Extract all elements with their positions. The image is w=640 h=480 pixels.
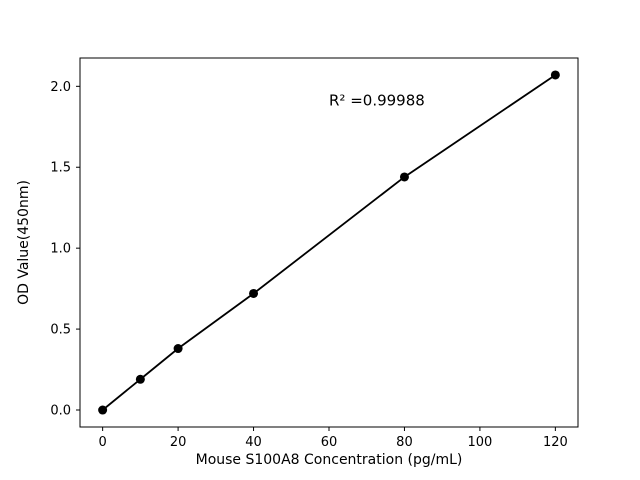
fit-line: [102, 74, 556, 411]
y-tick-label: 0.0: [50, 404, 71, 419]
data-point: [399, 172, 409, 182]
x-tick-label: 0: [98, 435, 106, 450]
data-series: [98, 70, 560, 415]
x-tick-label: 60: [321, 435, 338, 450]
plot-frame: [79, 57, 579, 428]
y-tick-label: 2.0: [50, 80, 71, 95]
data-point: [135, 374, 145, 384]
data-point: [249, 288, 259, 298]
x-tick-label: 20: [170, 435, 187, 450]
y-tick-label: 0.5: [50, 323, 71, 338]
x-axis-label: Mouse S100A8 Concentration (pg/mL): [196, 452, 463, 468]
x-tick-label: 80: [396, 435, 413, 450]
x-tick-label: 120: [543, 435, 568, 450]
x-tick-label: 100: [467, 435, 492, 450]
data-point: [98, 405, 108, 415]
x-tick-label: 40: [245, 435, 262, 450]
y-tick-label: 1.5: [50, 161, 71, 176]
r-squared-annotation: R² =0.99988: [329, 92, 425, 110]
data-point: [550, 70, 560, 80]
data-point: [173, 344, 183, 354]
x-axis: 0 20 40 60 80 100 120: [98, 427, 568, 450]
y-axis: 0.0 0.5 1.0 1.5 2.0: [50, 80, 80, 419]
y-tick-label: 1.0: [50, 242, 71, 257]
y-axis-label: OD Value(450nm): [16, 180, 32, 305]
